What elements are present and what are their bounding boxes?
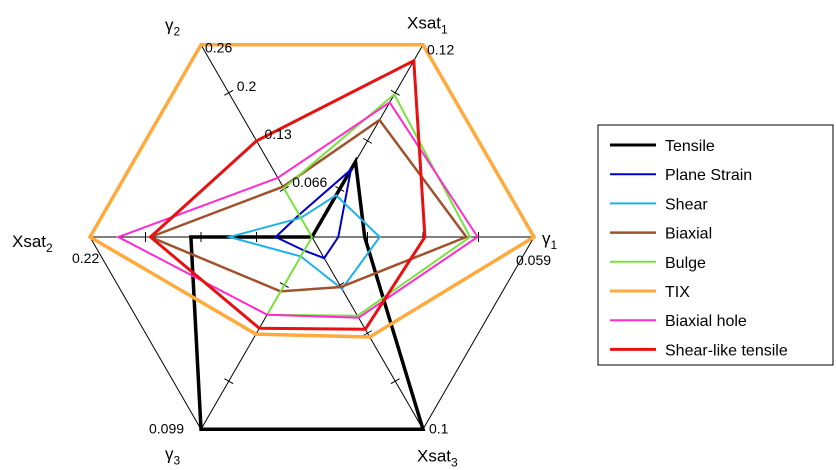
series-plane-strain [273,167,353,260]
legend: Tensile Plane Strain Shear Biaxial Bulge TIX B… [597,124,834,366]
legend-label: Shear-like tensile [665,342,788,359]
legend-label: TIX [665,284,690,301]
series-biaxial-hole [115,101,479,319]
legend-box [597,124,834,366]
axis-max-label: 0.26 [205,40,232,56]
tick-mark [224,378,234,385]
legend-label: Plane Strain [665,167,752,184]
legend-label: Biaxial hole [665,313,747,330]
axis-max-label: 0.12 [427,42,454,58]
axis-max-label: 0.099 [149,420,184,436]
legend-label: Shear [665,196,708,213]
axis-name: Xsat1 [407,14,448,37]
tick-label: 0.066 [292,174,327,190]
tick-label: 0.2 [237,78,257,94]
frame-edge-6 [422,236,535,430]
series-tensile [189,156,426,432]
tick-mark [362,330,373,337]
frame-edge-4 [89,236,202,430]
axis-max-label: 0.22 [72,250,99,266]
tick-mark [390,378,400,385]
series-group [87,42,537,432]
tick-mark [224,89,234,96]
tick-label: 0.13 [265,126,292,142]
axis-name: Xsat3 [417,446,458,469]
series-shear [225,194,382,291]
axis-name: γ3 [165,444,181,467]
series-tix [87,42,537,339]
tick-mark [390,89,400,96]
legend-label: Tensile [665,138,715,155]
axis-max-label: 0.1 [429,420,449,436]
axis-name: γ2 [165,16,181,39]
series-bulge [265,92,472,317]
legend-label: Biaxial [665,226,712,243]
axis-name: γ1 [542,229,558,252]
series-shear-like-tensile [148,58,427,331]
legend-label: Bulge [665,255,706,272]
axis-max-label: 0.059 [516,252,551,268]
axis-name: Xsat2 [12,232,53,255]
tick-mark [362,137,373,144]
